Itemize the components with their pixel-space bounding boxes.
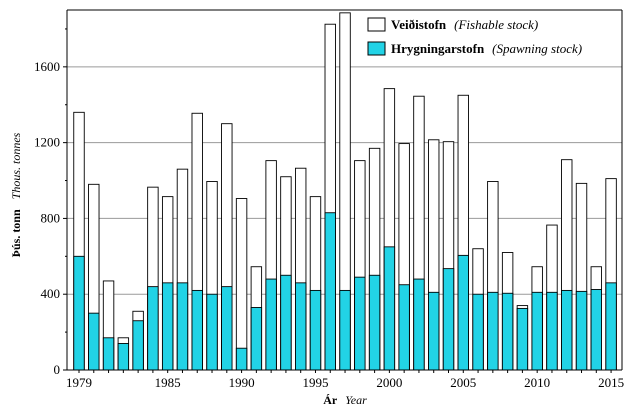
bar-spawning-1993 — [280, 274, 292, 371]
bar-spawning-1997 — [339, 289, 351, 371]
y-axis-title: Þús. tonn Thous. tonnes — [7, 132, 24, 257]
bar-spawning-2013 — [575, 290, 588, 371]
legend-spawning-main: Hrygningarstofn — [391, 41, 485, 56]
bar-spawning-1999 — [368, 274, 381, 371]
bar-spawning-2004 — [442, 268, 455, 371]
bar-spawning-2015 — [605, 282, 617, 371]
bar-spawning-1994 — [295, 282, 307, 371]
y-tick-label-0: 0 — [54, 362, 61, 377]
legend-label-fishable: Veiðistofn (Fishable stock) — [391, 16, 538, 33]
bar-fishable-1990 — [235, 198, 248, 371]
y-tick-label-400: 400 — [41, 286, 61, 301]
bar-spawning-1992 — [265, 278, 277, 371]
x-tick-label-1995: 1995 — [302, 375, 328, 390]
bar-spawning-1988 — [206, 293, 218, 371]
bar-spawning-2003 — [428, 291, 440, 371]
bar-spawning-2009 — [516, 307, 529, 371]
x-tick-label-1990: 1990 — [229, 375, 255, 390]
legend-spawning-sub: (Spawning stock) — [492, 41, 582, 56]
bar-spawning-2005 — [457, 254, 469, 371]
bar-spawning-1984 — [147, 286, 159, 371]
legend-fishable-sub: (Fishable stock) — [454, 17, 538, 32]
x-tick-label-1985: 1985 — [155, 375, 181, 390]
bar-spawning-1986 — [176, 282, 189, 371]
y-tick-label-1600: 1600 — [34, 59, 60, 74]
bar-spawning-1987 — [191, 289, 203, 371]
bar-spawning-2007 — [487, 291, 499, 371]
y-tick-label-800: 800 — [41, 210, 61, 225]
bar-spawning-2008 — [501, 292, 514, 371]
bar-spawning-2006 — [472, 293, 484, 371]
bar-spawning-1982 — [117, 343, 130, 371]
bar-spawning-2014 — [590, 289, 602, 371]
x-axis-title-main: Ár — [323, 393, 338, 407]
bar-spawning-1998 — [354, 276, 366, 371]
bar-spawning-2011 — [546, 291, 558, 371]
bar-spawning-1979 — [73, 255, 85, 371]
bar-spawning-1985 — [161, 282, 174, 371]
bar-spawning-1995 — [309, 289, 322, 371]
x-tick-label-1979: 1979 — [66, 375, 92, 390]
bar-spawning-1981 — [102, 337, 115, 371]
legend: Veiðistofn (Fishable stock) Hrygningarst… — [367, 16, 582, 57]
bars — [73, 12, 617, 371]
bar-spawning-2010 — [531, 291, 543, 371]
legend-swatch-spawning — [367, 41, 386, 56]
bar-spawning-1989 — [221, 286, 233, 371]
bar-spawning-1990 — [235, 347, 248, 371]
bar-spawning-1996 — [324, 212, 336, 371]
legend-swatch-fishable — [367, 17, 386, 32]
bar-spawning-2012 — [561, 289, 573, 371]
bar-spawning-1980 — [88, 312, 100, 371]
bar-spawning-2002 — [413, 278, 425, 371]
x-tick-label-2000: 2000 — [376, 375, 402, 390]
bar-spawning-2000 — [383, 246, 396, 371]
y-tick-label-1200: 1200 — [34, 135, 60, 150]
bar-spawning-1991 — [250, 307, 263, 371]
bar-spawning-2001 — [398, 284, 410, 371]
legend-label-spawning: Hrygningarstofn (Spawning stock) — [391, 40, 582, 57]
x-tick-label-2010: 2010 — [524, 375, 550, 390]
legend-fishable-main: Veiðistofn — [391, 17, 447, 32]
x-axis-title: Ár Year — [323, 391, 367, 407]
x-ticks: 1979 1985 1990 1995 2000 2005 2010 2015 — [66, 370, 624, 390]
x-axis-title-sub: Year — [345, 393, 367, 407]
bar-spawning-1983 — [132, 320, 144, 371]
y-ticks: 0 400 800 1200 1600 — [34, 28, 67, 377]
y-axis-title-sub: Thous. tonnes — [9, 132, 23, 199]
x-tick-label-2005: 2005 — [450, 375, 476, 390]
y-axis-title-main: Þús. tonn — [9, 209, 23, 257]
axes — [66, 9, 623, 371]
x-tick-label-2015: 2015 — [598, 375, 624, 390]
